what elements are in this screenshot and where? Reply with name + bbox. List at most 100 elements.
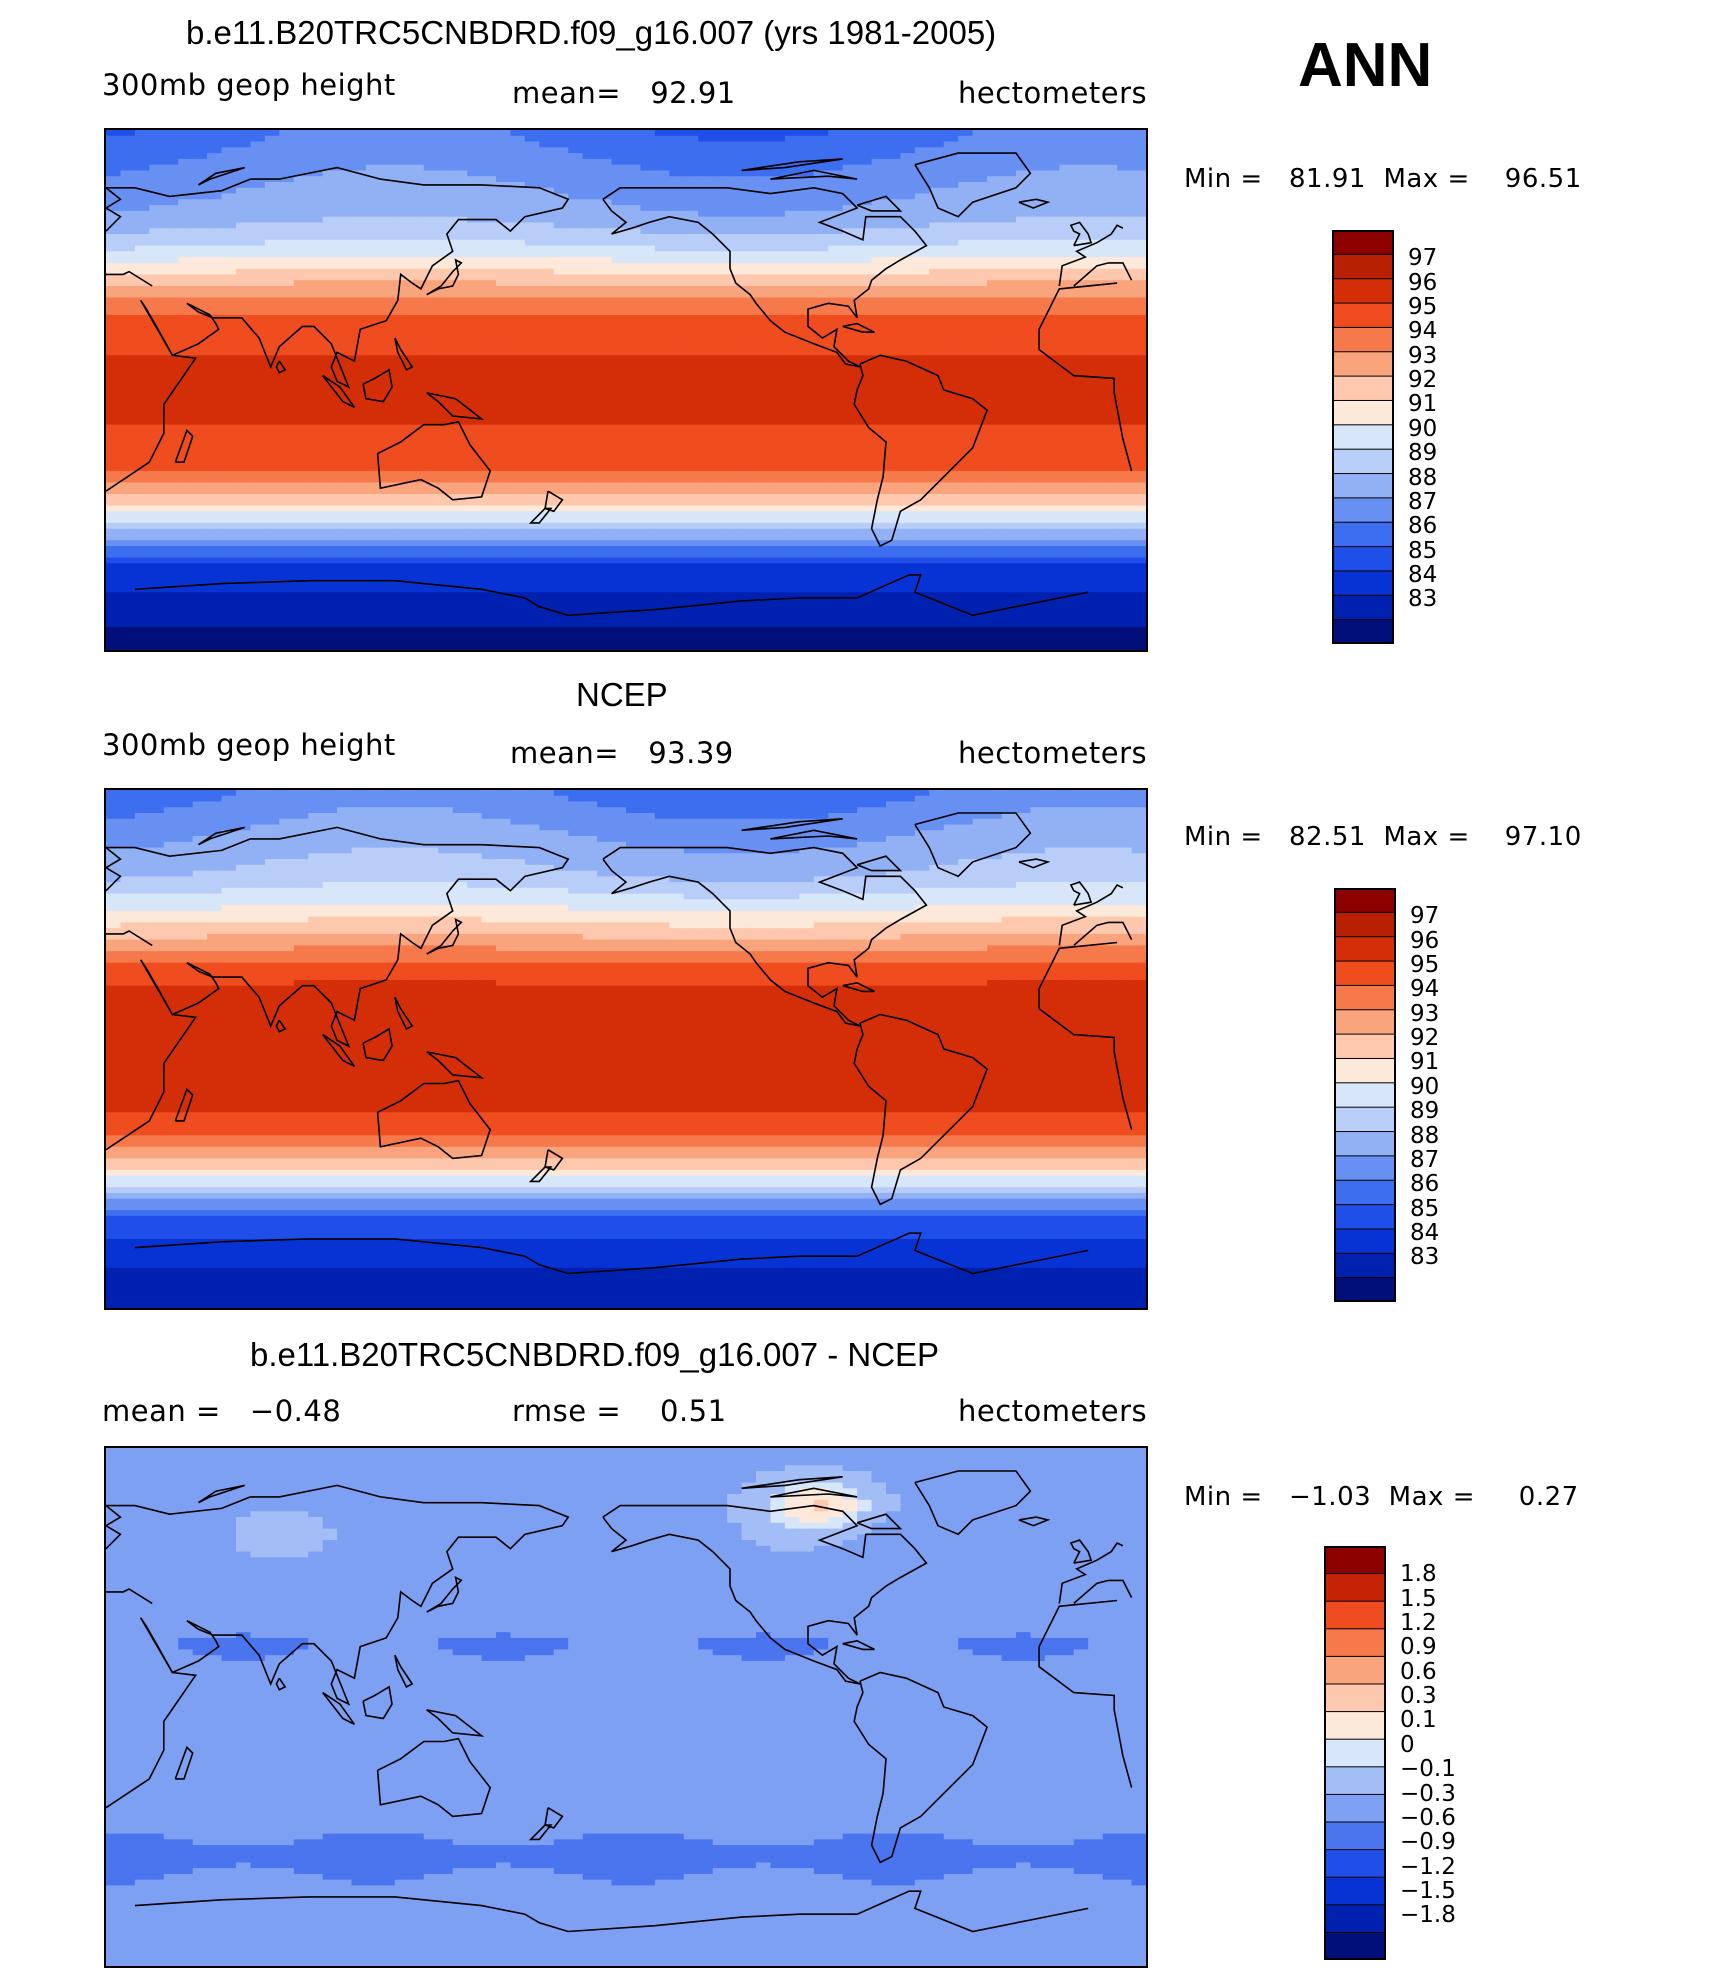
contour-cell bbox=[900, 297, 916, 304]
contour-cell bbox=[813, 476, 829, 484]
contour-cell bbox=[626, 262, 642, 270]
contour-cell bbox=[134, 430, 150, 437]
contour-cell bbox=[250, 447, 266, 455]
contour-cell bbox=[134, 361, 150, 368]
contour-cell bbox=[351, 378, 367, 385]
contour-cell bbox=[799, 205, 815, 212]
contour-cell bbox=[597, 390, 613, 397]
contour-cell bbox=[611, 303, 627, 310]
contour-cell bbox=[914, 320, 930, 328]
contour-cell bbox=[626, 476, 642, 484]
contour-cell bbox=[467, 436, 483, 443]
contour-cell bbox=[770, 436, 786, 443]
contour-cell bbox=[943, 413, 959, 420]
contour-cell bbox=[250, 459, 266, 466]
contour-cell bbox=[236, 182, 252, 189]
contour-cell bbox=[654, 366, 670, 374]
contour-cell bbox=[1117, 199, 1133, 206]
contour-cell bbox=[756, 153, 772, 160]
contour-cell bbox=[1030, 135, 1046, 143]
contour-cell bbox=[582, 343, 598, 351]
contour-cell bbox=[496, 476, 512, 484]
contour-cell bbox=[467, 476, 483, 484]
contour-cell bbox=[756, 274, 772, 281]
contour-cell bbox=[539, 228, 555, 235]
contour-cell bbox=[293, 418, 309, 426]
contour-cell bbox=[250, 245, 266, 252]
contour-cell bbox=[669, 187, 685, 195]
contour-cell bbox=[611, 372, 627, 380]
contour-cell bbox=[481, 499, 497, 507]
contour-cell bbox=[568, 234, 584, 241]
contour-cell bbox=[741, 222, 757, 229]
contour-cell bbox=[178, 505, 194, 512]
contour-cell bbox=[582, 262, 598, 270]
contour-cell bbox=[683, 286, 699, 293]
contour-cell bbox=[582, 199, 598, 206]
contour-cell bbox=[640, 158, 656, 166]
contour-cell bbox=[756, 499, 772, 507]
contour-cell bbox=[134, 170, 150, 177]
contour-cell bbox=[452, 147, 468, 154]
contour-cell bbox=[1073, 384, 1089, 391]
contour-cell bbox=[756, 430, 772, 437]
contour-cell bbox=[756, 130, 772, 137]
contour-cell bbox=[134, 239, 150, 247]
contour-cell bbox=[698, 245, 714, 252]
contour-cell bbox=[756, 182, 772, 189]
contour-cell bbox=[943, 522, 959, 530]
contour-cell bbox=[106, 135, 122, 143]
contour-cell bbox=[279, 424, 295, 432]
contour-cell bbox=[120, 251, 136, 258]
contour-cell bbox=[496, 130, 512, 137]
contour-cell bbox=[727, 338, 743, 345]
contour-cell bbox=[163, 158, 179, 166]
contour-cell bbox=[727, 291, 743, 299]
contour-cell bbox=[799, 407, 815, 414]
contour-cell bbox=[438, 199, 454, 206]
contour-cell bbox=[409, 424, 425, 432]
contour-cell bbox=[741, 164, 757, 172]
contour-cell bbox=[987, 135, 1003, 143]
contour-cell bbox=[496, 390, 512, 397]
contour-cell bbox=[727, 297, 743, 304]
contour-cell bbox=[236, 522, 252, 530]
contour-cell bbox=[510, 349, 526, 356]
contour-cell bbox=[1030, 297, 1046, 304]
contour-cell bbox=[784, 378, 800, 385]
contour-cell bbox=[394, 251, 410, 258]
contour-cell bbox=[279, 309, 295, 316]
contour-cell bbox=[322, 355, 338, 362]
contour-cell bbox=[611, 418, 627, 426]
contour-cell bbox=[1044, 228, 1060, 235]
contour-cell bbox=[438, 158, 454, 166]
contour-cell bbox=[452, 499, 468, 507]
contour-cell bbox=[886, 135, 902, 143]
contour-cell bbox=[337, 505, 353, 512]
contour-cell bbox=[770, 239, 786, 247]
contour-cell bbox=[438, 291, 454, 299]
contour-cell bbox=[813, 332, 829, 339]
contour-cell bbox=[481, 407, 497, 414]
contour-cell bbox=[1030, 147, 1046, 154]
contour-cell bbox=[481, 401, 497, 408]
contour-cell bbox=[250, 147, 266, 154]
contour-cell bbox=[683, 401, 699, 408]
contour-cell bbox=[1016, 517, 1032, 524]
contour-cell bbox=[1059, 297, 1075, 304]
contour-cell bbox=[380, 268, 396, 276]
contour-cell bbox=[438, 280, 454, 287]
contour-cell bbox=[1102, 228, 1118, 235]
contour-cell bbox=[756, 395, 772, 403]
contour-cell bbox=[106, 297, 122, 304]
contour-cell bbox=[221, 130, 237, 137]
contour-cell bbox=[857, 430, 873, 437]
contour-cell bbox=[250, 303, 266, 310]
contour-cell bbox=[568, 349, 584, 356]
contour-cell bbox=[394, 470, 410, 478]
contour-cell bbox=[337, 158, 353, 166]
contour-cell bbox=[149, 216, 165, 224]
contour-cell bbox=[1030, 436, 1046, 443]
contour-cell bbox=[524, 222, 540, 229]
contour-cell bbox=[683, 343, 699, 351]
